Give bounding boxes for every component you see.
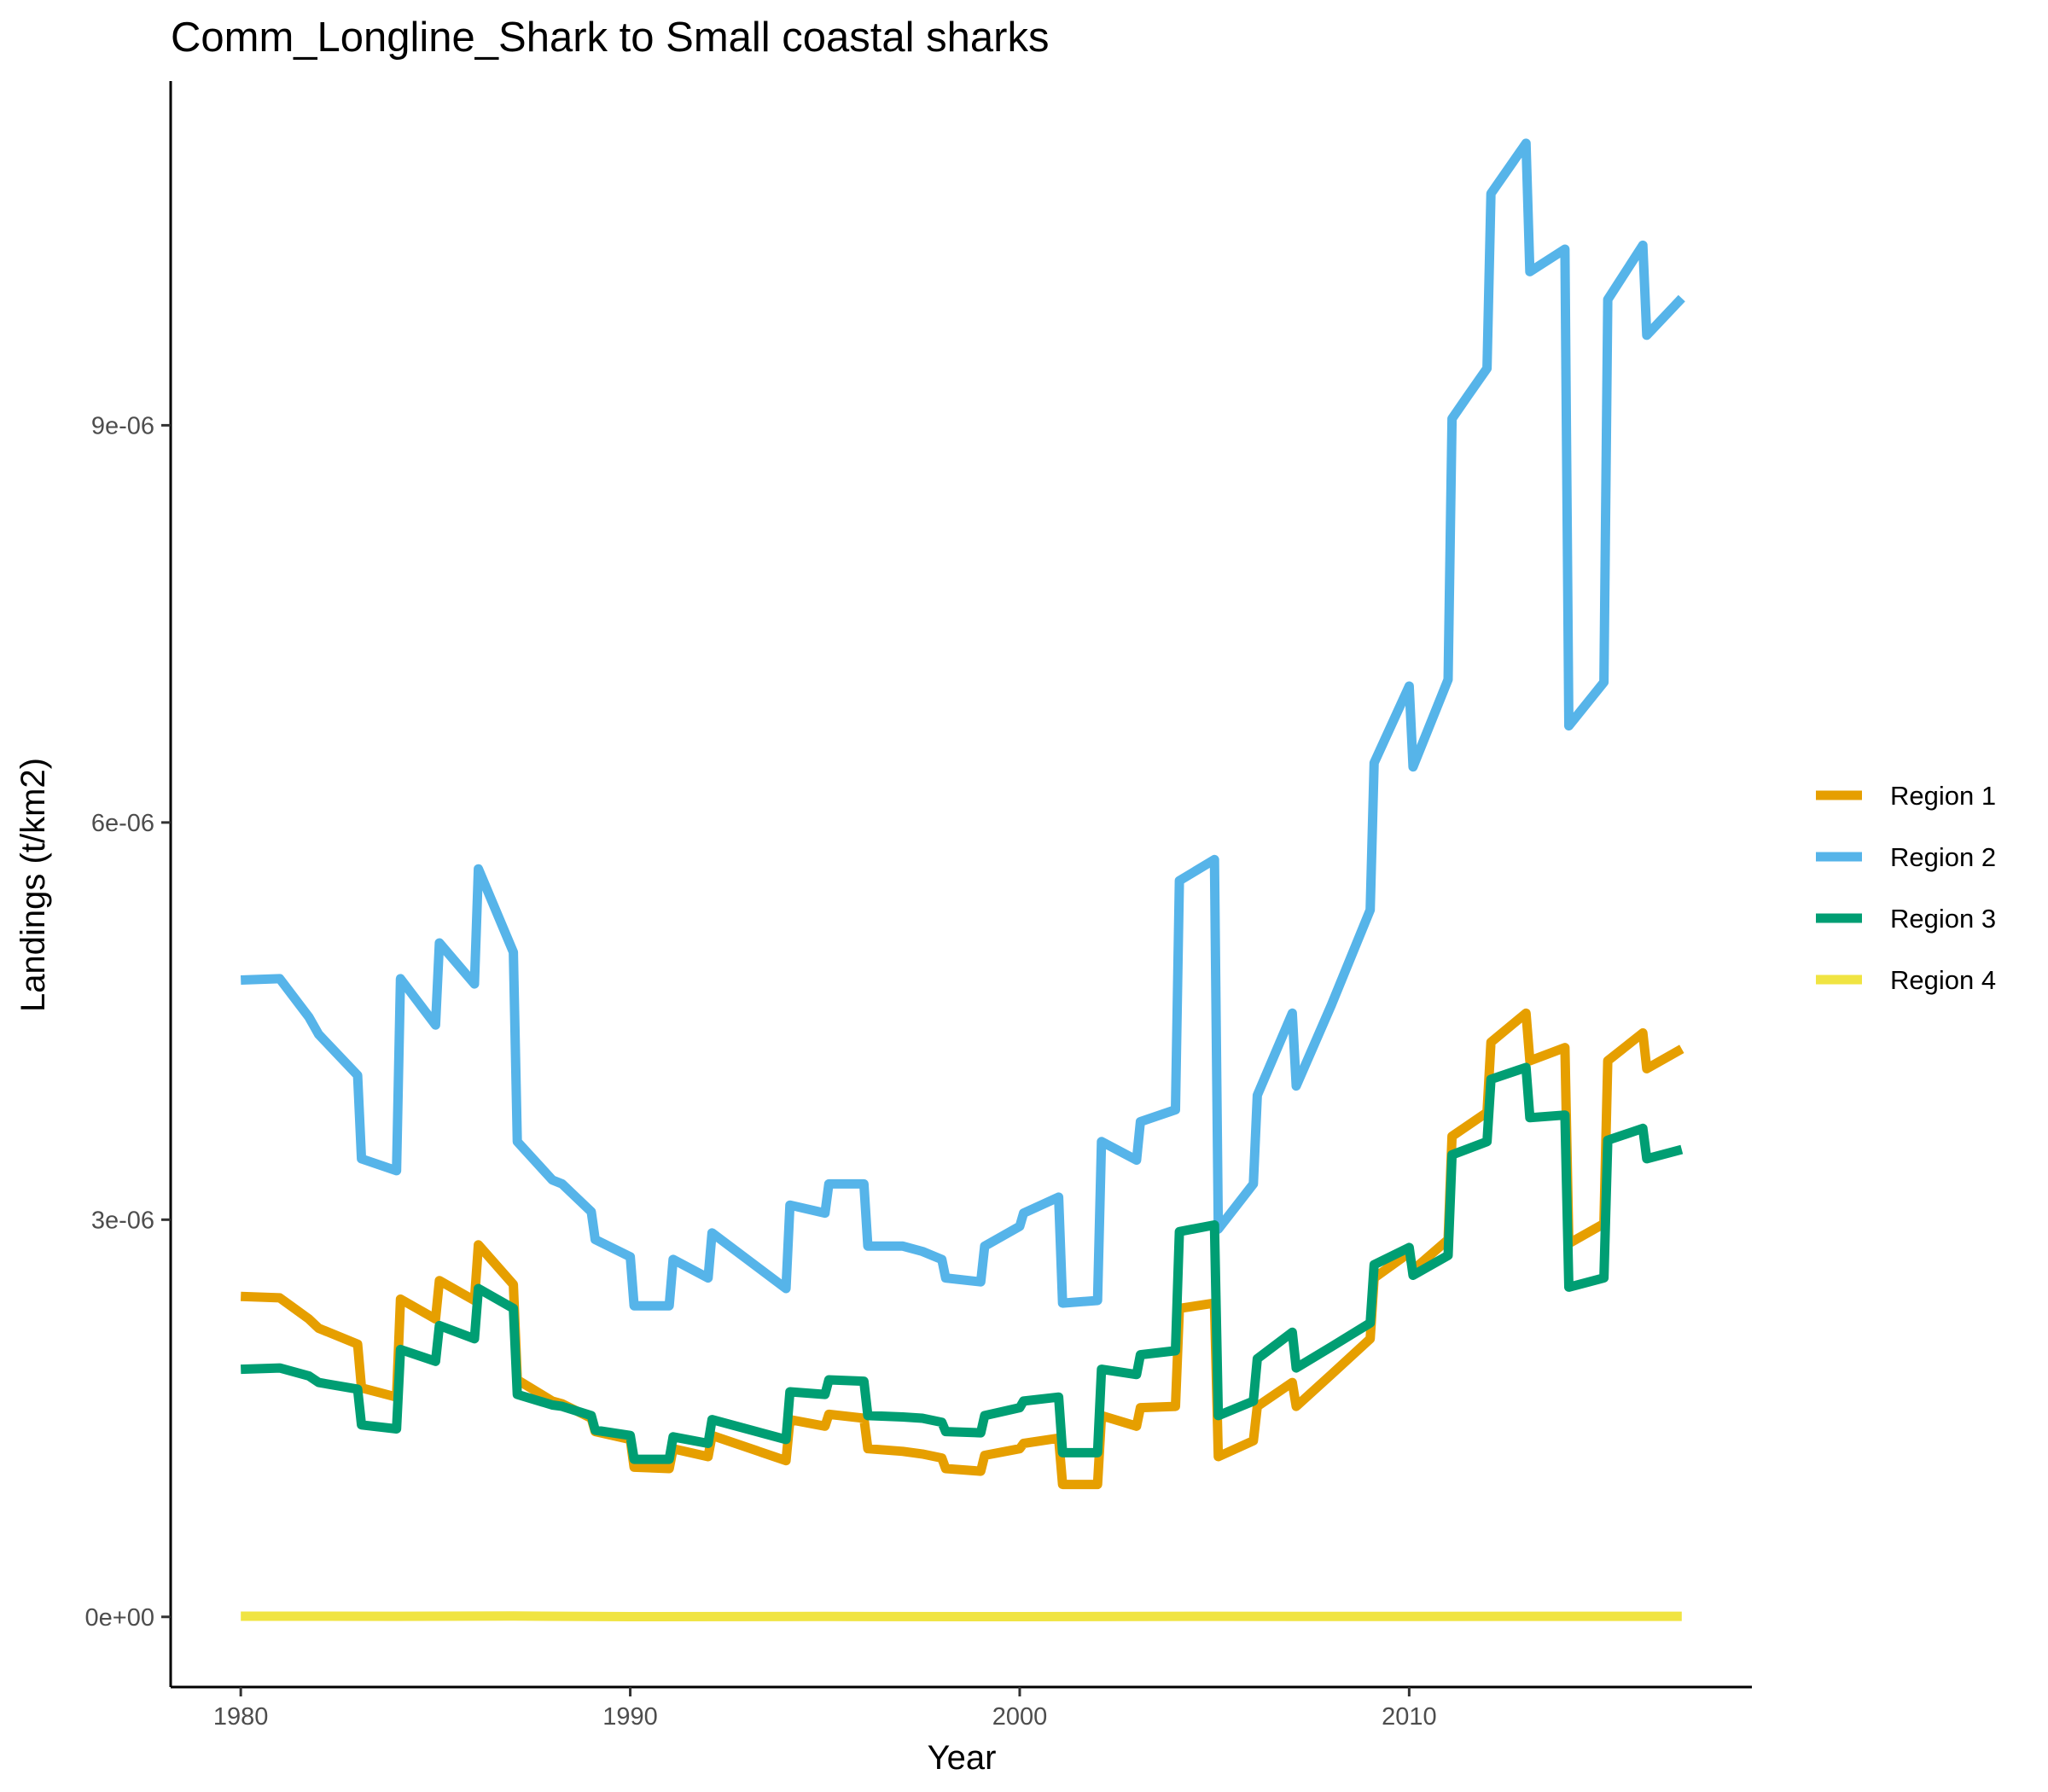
legend-label-region-4: Region 4 <box>1890 965 1996 995</box>
y-axis-ticks: 0e+00 3e-06 6e-06 9e-06 <box>85 412 171 1632</box>
y-tick-label: 0e+00 <box>85 1604 154 1632</box>
x-tick-label: 1980 <box>213 1703 269 1731</box>
y-tick-label: 9e-06 <box>91 412 154 439</box>
x-axis-ticks: 1980 1990 2000 2010 <box>213 1687 1437 1731</box>
series-line-region-2 <box>241 138 1685 1311</box>
series-lines <box>241 138 1685 1621</box>
x-tick-label: 2010 <box>1382 1703 1437 1731</box>
legend-label-region-2: Region 2 <box>1890 842 1996 872</box>
plot-area: 1980 1990 2000 2010 0e+00 3e-06 6e-06 9e-06 <box>85 81 1752 1731</box>
legend-label-region-3: Region 3 <box>1890 904 1996 934</box>
y-tick-label: 6e-06 <box>91 810 154 837</box>
x-axis-title: Year <box>928 1739 997 1777</box>
series-line-region-3 <box>241 1062 1684 1464</box>
y-tick-label: 3e-06 <box>91 1207 154 1234</box>
legend-label-region-1: Region 1 <box>1890 781 1996 811</box>
chart-title: Comm_Longline_Shark to Small coastal sha… <box>171 15 1049 61</box>
y-axis-title: Landings (t/km2) <box>15 758 52 1012</box>
x-tick-label: 1990 <box>602 1703 658 1731</box>
series-line-region-4 <box>241 1611 1682 1621</box>
x-tick-label: 2000 <box>992 1703 1048 1731</box>
legend: Region 1 Region 2 Region 3 Region 4 <box>1816 781 1996 995</box>
